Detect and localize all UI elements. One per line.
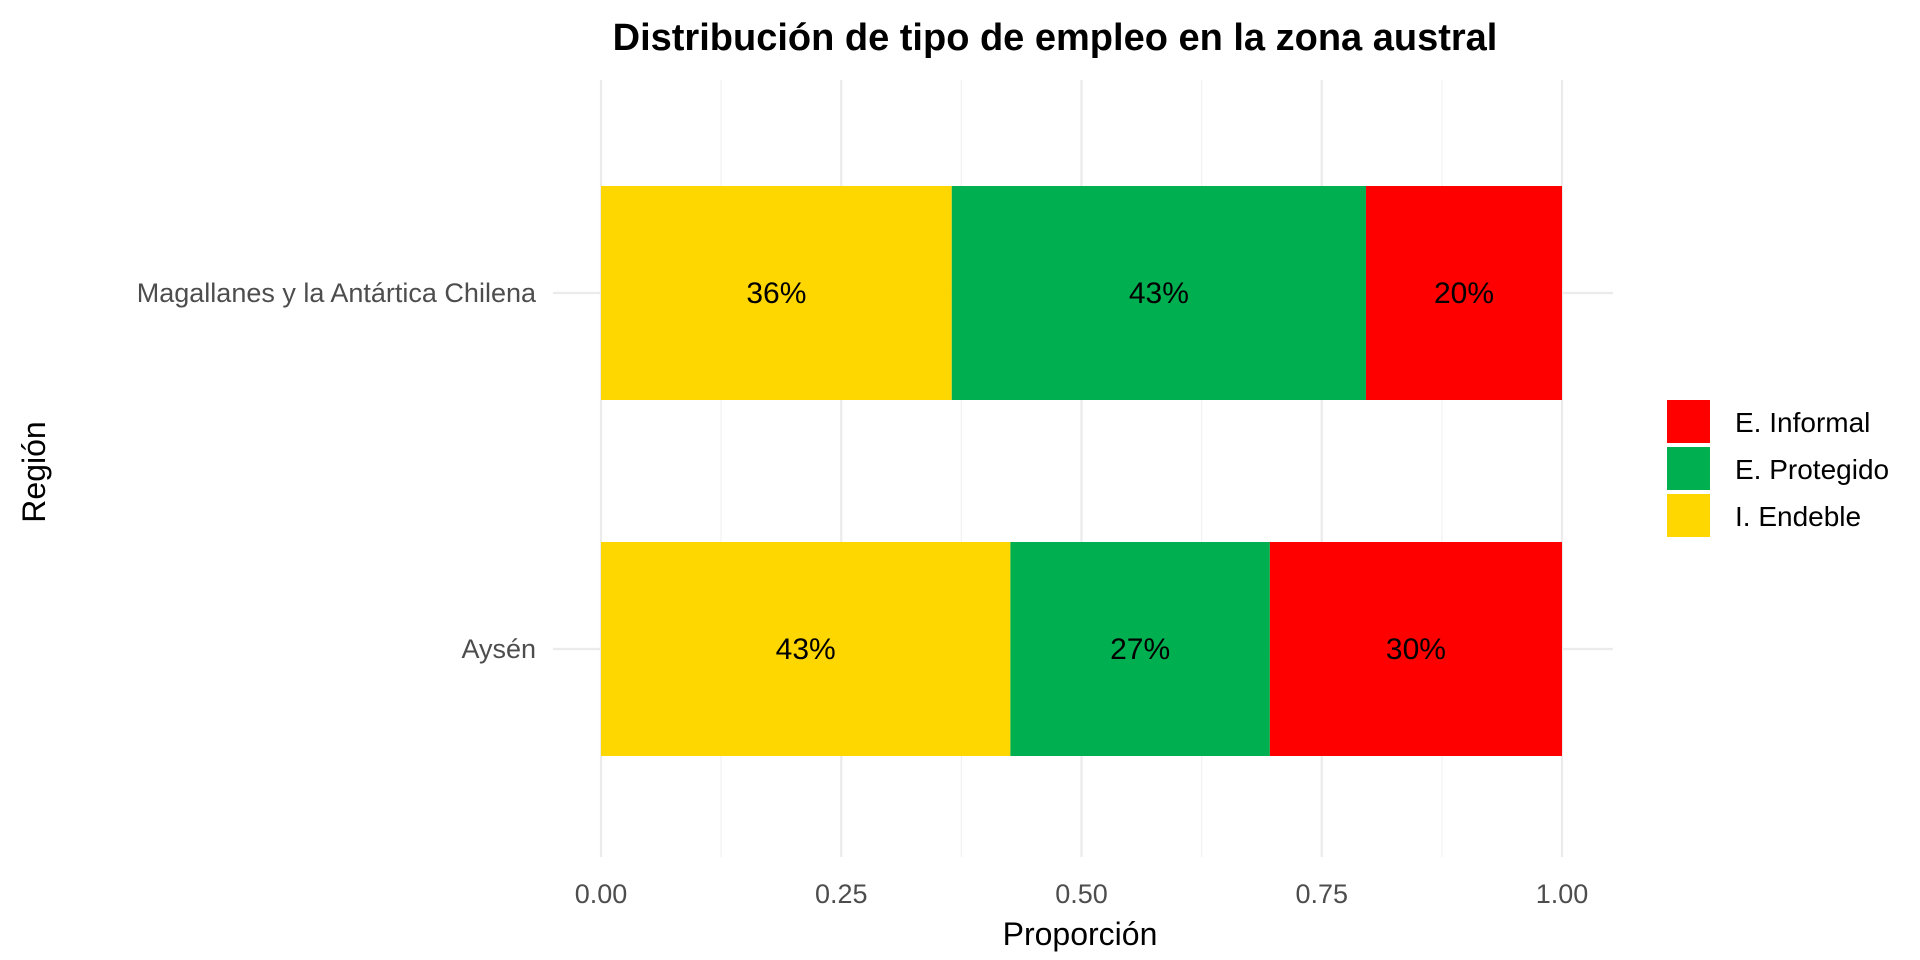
y-axis-title: Región [16, 421, 52, 522]
x-tick-label: 0.00 [575, 879, 628, 909]
legend-label: E. Protegido [1735, 454, 1889, 485]
bar-data-label: 30% [1386, 633, 1446, 666]
x-tick-label: 0.25 [815, 879, 868, 909]
bar-data-label: 43% [776, 633, 836, 666]
x-axis-title: Proporción [1003, 916, 1158, 952]
x-tick-label: 1.00 [1536, 879, 1589, 909]
bar-data-label: 36% [746, 277, 806, 310]
y-tick-label: Aysén [461, 634, 536, 664]
bar-data-label: 20% [1434, 277, 1494, 310]
chart-title: Distribución de tipo de empleo en la zon… [613, 17, 1498, 59]
bars [601, 186, 1562, 756]
legend-key [1667, 447, 1710, 490]
x-axis-ticks: 0.00 0.25 0.50 0.75 1.00 [575, 879, 1589, 909]
x-tick-label: 0.50 [1055, 879, 1108, 909]
legend-key [1667, 400, 1710, 443]
bar-data-label: 27% [1110, 633, 1170, 666]
bar-segment [1365, 186, 1562, 400]
x-tick-label: 0.75 [1295, 879, 1348, 909]
legend-label: E. Informal [1735, 407, 1870, 438]
legend-key [1667, 494, 1710, 537]
bar-segment [601, 186, 952, 400]
bar-segment [1010, 542, 1270, 756]
y-tick-label: Magallanes y la Antártica Chilena [137, 278, 537, 308]
legend: E. Informal E. Protegido I. Endeble [1667, 400, 1889, 537]
bar-segment [1269, 542, 1562, 756]
bar-labels: 36% 43% 20% 43% 27% 30% [746, 277, 1494, 666]
y-axis-ticks: Magallanes y la Antártica Chilena Aysén [137, 278, 537, 664]
bar-data-label: 43% [1129, 277, 1189, 310]
bar-segment [951, 186, 1366, 400]
legend-label: I. Endeble [1735, 501, 1861, 532]
bar-segment [601, 542, 1011, 756]
